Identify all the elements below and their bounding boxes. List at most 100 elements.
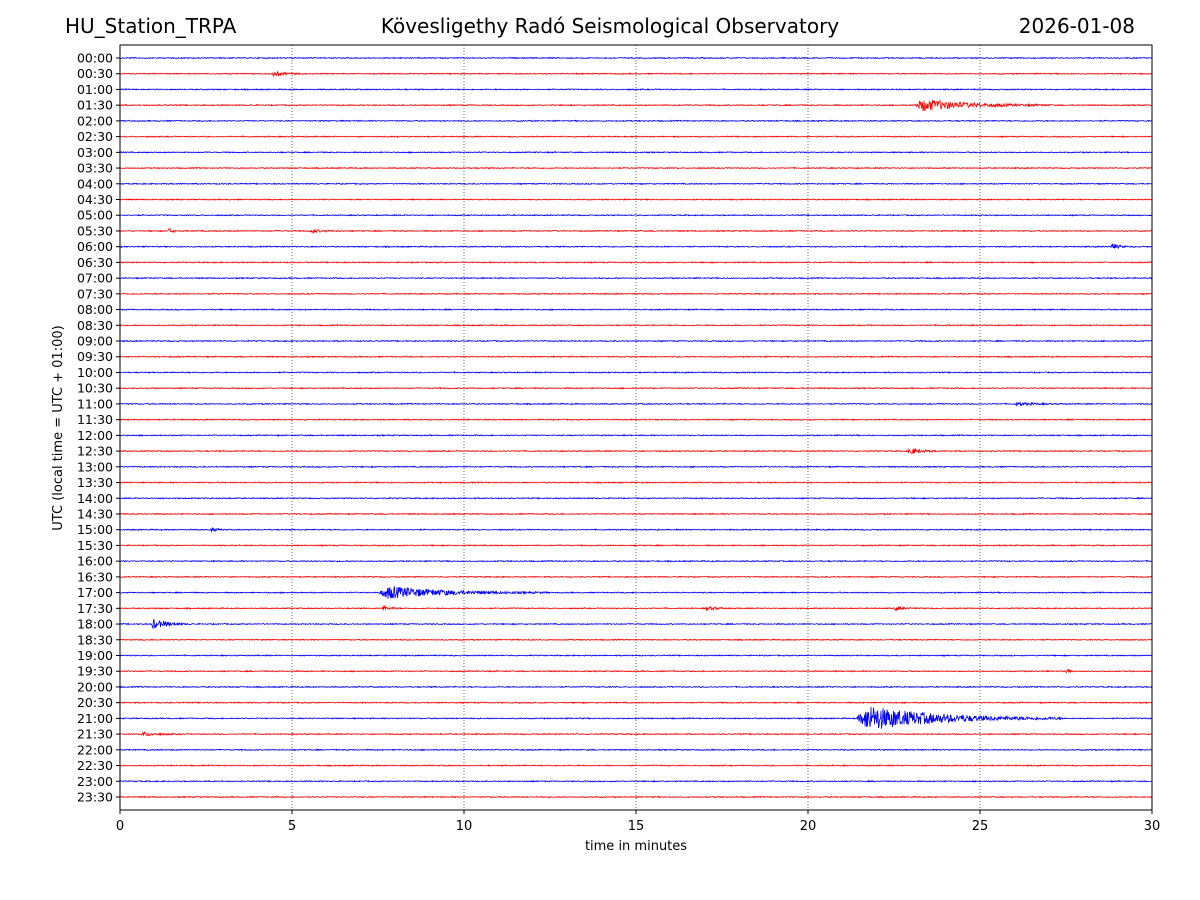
trace-1200 [119,433,1153,437]
y-tick-label: 21:30 [77,727,113,742]
trace-0900 [119,339,1153,343]
trace-1130 [119,418,1153,422]
y-tick-label: 10:30 [77,381,113,396]
y-tick-label: 17:00 [77,585,113,600]
y-tick-label: 11:00 [77,396,113,411]
trace-1900 [119,653,1153,657]
trace-1430 [119,512,1153,516]
x-tick-label: 10 [456,819,473,834]
trace-0630 [119,260,1153,264]
x-tick-label: 15 [628,819,645,834]
trace-0000 [119,56,1153,60]
trace-0930 [119,355,1153,359]
date-label: 2026-01-08 [1018,14,1135,38]
trace-1030 [119,386,1153,390]
trace-0600 [119,242,1153,250]
y-tick-label: 20:00 [77,679,113,694]
y-tick-label: 00:30 [77,66,113,81]
y-tick-label: 13:00 [77,459,113,474]
y-tick-label: 19:00 [77,648,113,663]
trace-0230 [119,135,1153,139]
y-tick-label: 12:00 [77,428,113,443]
y-tick-label: 03:30 [77,161,113,176]
y-tick-label: 04:30 [77,192,113,207]
trace-0130 [119,99,1153,112]
y-tick-label: 06:00 [77,239,113,254]
trace-1730 [119,604,1153,613]
y-tick-label: 21:00 [77,711,113,726]
y-tick-label: 05:30 [77,223,113,238]
y-tick-label: 07:00 [77,271,113,286]
y-tick-label: 23:00 [77,774,113,789]
trace-0400 [119,182,1153,186]
y-tick-label: 22:30 [77,758,113,773]
trace-2300 [119,779,1153,783]
y-tick-label: 22:00 [77,742,113,757]
y-tick-label: 05:00 [77,208,113,223]
trace-2130 [119,731,1153,737]
y-tick-label: 13:30 [77,475,113,490]
y-tick-label: 07:30 [77,286,113,301]
trace-1930 [120,668,1153,674]
trace-0330 [119,166,1153,170]
y-tick-label: 12:30 [77,444,113,459]
trace-2000 [119,685,1153,689]
x-tick-label: 20 [800,819,817,834]
y-tick-label: 02:00 [77,113,113,128]
y-tick-label: 14:30 [77,506,113,521]
trace-0030 [119,71,1153,78]
y-tick-label: 16:00 [77,554,113,569]
y-tick-label: 14:00 [77,491,113,506]
y-tick-label: 02:30 [77,129,113,144]
chart-title: Kövesligethy Radó Seismological Observat… [380,14,840,38]
trace-0530 [119,227,1153,234]
trace-1400 [119,496,1153,500]
trace-1100 [119,401,1153,407]
y-tick-label: 08:30 [77,318,113,333]
y-tick-label: 00:00 [77,51,113,66]
trace-1830 [119,638,1153,642]
trace-0730 [119,292,1153,296]
trace-0300 [119,150,1153,154]
y-tick-label: 06:30 [77,255,113,270]
trace-2030 [119,701,1153,705]
x-tick-label: 30 [1144,819,1161,834]
y-axis-label: UTC (local time = UTC + 01:00) [51,325,66,530]
y-tick-label: 16:30 [77,569,113,584]
trace-0800 [119,308,1153,312]
trace-0430 [119,198,1153,201]
y-tick-label: 03:00 [77,145,113,160]
trace-2100 [119,706,1153,729]
trace-1600 [119,559,1153,563]
y-tick-label: 15:30 [77,538,113,553]
y-tick-label: 18:30 [77,632,113,647]
trace-0200 [119,119,1153,123]
trace-1000 [119,370,1153,374]
trace-1800 [119,618,1153,630]
trace-2230 [119,764,1153,768]
y-tick-label: 19:30 [77,664,113,679]
trace-0830 [119,323,1153,327]
trace-2330 [120,795,1153,799]
trace-0100 [119,87,1153,91]
trace-0700 [119,276,1153,280]
trace-1530 [119,543,1153,547]
x-tick-label: 25 [972,819,989,834]
y-tick-label: 10:00 [77,365,113,380]
trace-1700 [119,585,1153,599]
y-tick-label: 20:30 [77,695,113,710]
x-tick-label: 0 [116,819,124,834]
trace-1630 [119,575,1153,579]
trace-2200 [119,748,1153,752]
trace-0500 [119,213,1153,217]
y-tick-label: 09:30 [77,349,113,364]
trace-1230 [119,447,1153,454]
trace-1300 [119,465,1153,469]
y-tick-label: 01:00 [77,82,113,97]
x-axis-label: time in minutes [585,839,687,854]
y-tick-label: 09:00 [77,334,113,349]
y-tick-label: 04:00 [77,176,113,191]
y-tick-label: 23:30 [77,790,113,805]
y-tick-label: 08:00 [77,302,113,317]
y-tick-label: 15:00 [77,522,113,537]
